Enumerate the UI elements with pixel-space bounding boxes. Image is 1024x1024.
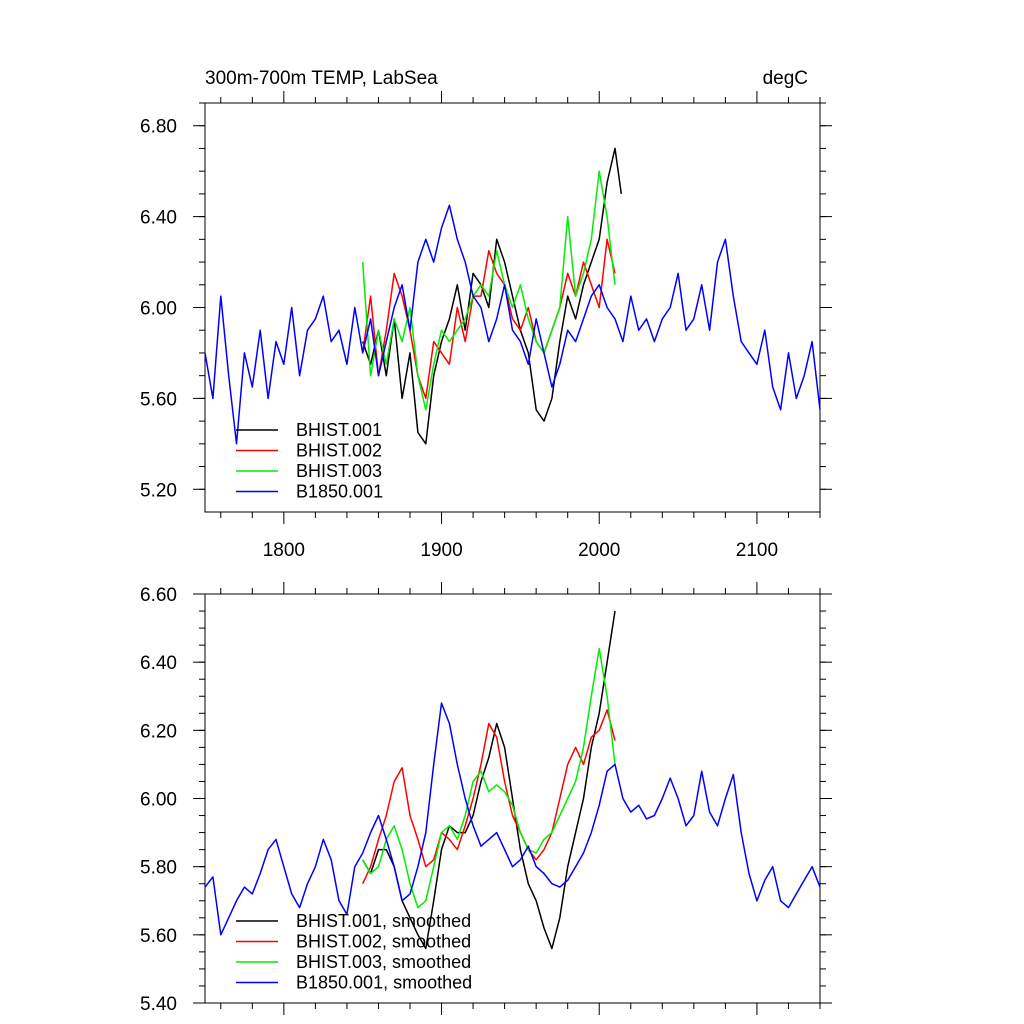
bottom-y-tick-label: 6.40 [140, 653, 177, 674]
top-series-line-2 [361, 238, 616, 400]
bottom-legend-label: BHIST.002, smoothed [296, 932, 471, 952]
bottom-y-tick-label: 5.60 [140, 926, 177, 947]
top-y-tick-label: 6.40 [140, 208, 177, 229]
top-x-tick-label: 2000 [578, 540, 620, 561]
bottom-panel: 5.40 5.60 5.80 6.00 6.20 6.40 6.60 BHIST.001, s… [140, 582, 832, 1015]
top-series-line-4 [204, 204, 821, 445]
bottom-y-tick-label: 6.60 [140, 585, 177, 606]
bottom-series-line-1 [362, 610, 616, 950]
bottom-legend-label: BHIST.001, smoothed [296, 911, 471, 931]
top-legend-label: B1850.001 [296, 482, 383, 502]
top-legend-label: BHIST.002 [296, 441, 382, 461]
bottom-y-tick-label: 5.80 [140, 858, 177, 879]
bottom-legend-label: B1850.001, smoothed [296, 973, 472, 993]
bottom-y-tick-label: 5.40 [140, 994, 177, 1015]
top-panel: 5.20 5.60 6.00 6.40 6.80 1800 1900 2000 2100 BHIS… [140, 91, 832, 561]
top-y-tick-label: 5.60 [140, 389, 177, 410]
top-legend-label: BHIST.003 [296, 461, 382, 481]
bottom-series-line-2 [362, 709, 616, 885]
chart-units: degC [763, 68, 808, 89]
top-x-tick-label: 1800 [263, 540, 305, 561]
top-legend-label: BHIST.001 [296, 420, 382, 440]
top-y-tick-label: 6.80 [140, 117, 177, 138]
top-y-tick-label: 5.20 [140, 480, 177, 501]
bottom-legend-label: BHIST.003, smoothed [296, 952, 471, 972]
bottom-y-tick-label: 6.20 [140, 721, 177, 742]
bottom-y-tick-label: 6.00 [140, 790, 177, 811]
bottom-series-line-3 [362, 647, 616, 909]
top-series-line-3 [361, 170, 616, 411]
top-y-tick-label: 6.00 [140, 299, 177, 320]
top-x-tick-label: 2100 [736, 540, 778, 561]
top-x-tick-label: 1900 [420, 540, 462, 561]
bottom-series-line-4 [204, 702, 821, 936]
chart-title: 300m-700m TEMP, LabSea [205, 68, 438, 89]
